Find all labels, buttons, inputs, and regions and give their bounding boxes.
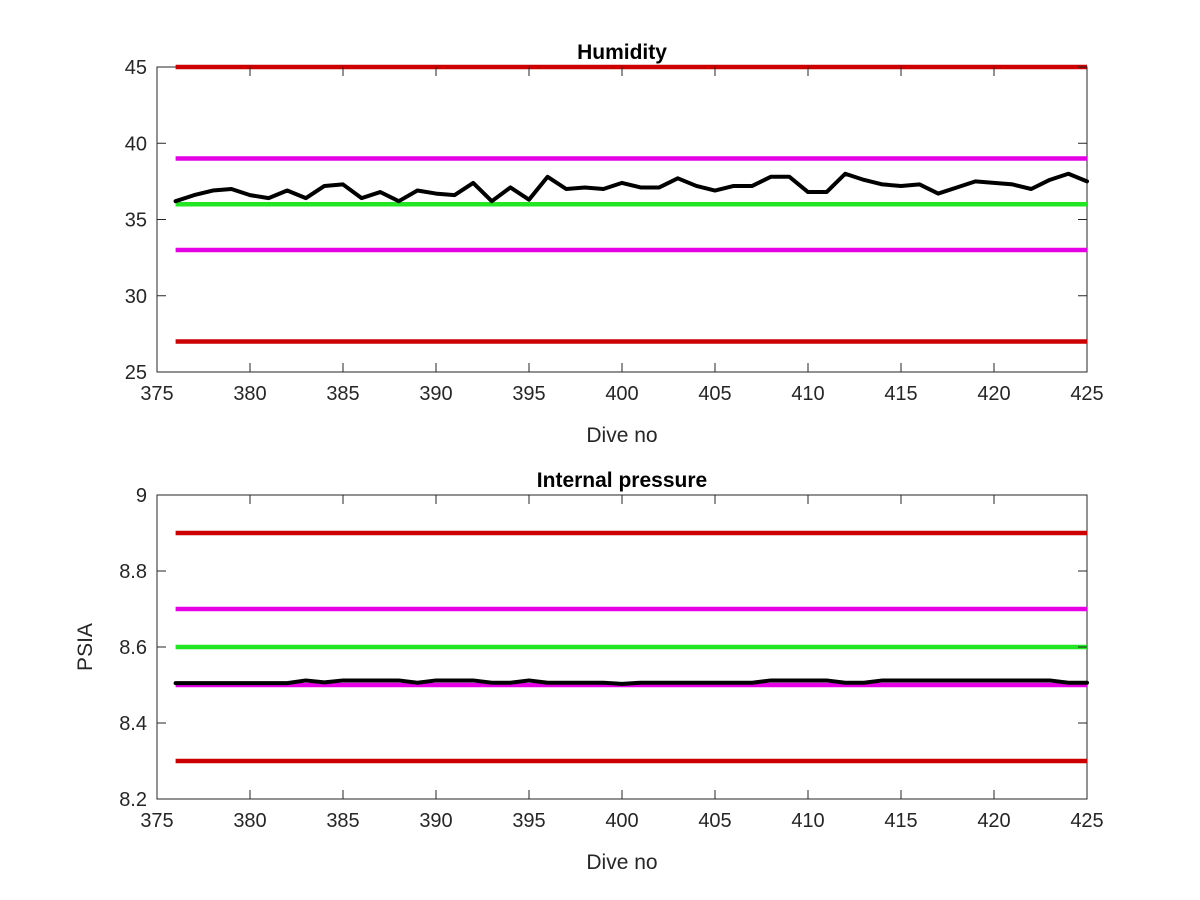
x-tick-label: 415 (884, 810, 917, 832)
x-tick-label: 380 (233, 810, 266, 832)
y-tick-label: 45 (125, 57, 147, 79)
x-tick-label: 410 (791, 383, 824, 405)
x-tick-label: 395 (512, 810, 545, 832)
x-tick-label: 385 (326, 383, 359, 405)
x-tick-label: 395 (512, 383, 545, 405)
y-tick-label: 8.4 (119, 713, 147, 735)
x-tick-label: 390 (419, 810, 452, 832)
x-tick-label: 420 (977, 810, 1010, 832)
y-tick-label: 30 (125, 286, 147, 308)
x-tick-label: 405 (698, 810, 731, 832)
y-axis-label: PSIA (74, 623, 97, 671)
x-axis-label: Dive no (586, 851, 657, 874)
y-tick-label: 25 (125, 362, 147, 384)
humidity-chart: 375 380 385 390 395 400 405 410 415 420 425 25 30 35 4… (125, 41, 1104, 447)
x-tick-label: 410 (791, 810, 824, 832)
x-tick-label: 385 (326, 810, 359, 832)
plot-area (156, 66, 1088, 373)
y-tick-label: 35 (125, 210, 147, 232)
x-tick-label: 375 (140, 383, 173, 405)
y-tick-label: 8.2 (119, 789, 147, 811)
x-tick-label: 420 (977, 383, 1010, 405)
x-tick-label: 400 (605, 810, 638, 832)
data-series-line (173, 171, 1089, 204)
x-tick-label: 390 (419, 383, 452, 405)
x-tick-label: 380 (233, 383, 266, 405)
x-tick-label: 425 (1070, 810, 1103, 832)
x-tick-label: 405 (698, 383, 731, 405)
y-tick-label: 8.6 (119, 637, 147, 659)
x-tick-label: 400 (605, 383, 638, 405)
x-axis-label: Dive no (586, 424, 657, 447)
x-tick-label: 425 (1070, 383, 1103, 405)
x-tick-label: 375 (140, 810, 173, 832)
chart-title: Humidity (577, 41, 667, 64)
y-tick-label: 9 (136, 485, 147, 507)
y-tick-label: 8.8 (119, 561, 147, 583)
x-tick-label: 415 (884, 383, 917, 405)
internal-pressure-chart: 375 380 385 390 395 400 405 410 415 420 425 8.2 8.4 8… (74, 469, 1104, 874)
chart-title: Internal pressure (537, 469, 707, 492)
y-tick-label: 40 (125, 133, 147, 155)
data-series-line (173, 678, 1089, 686)
